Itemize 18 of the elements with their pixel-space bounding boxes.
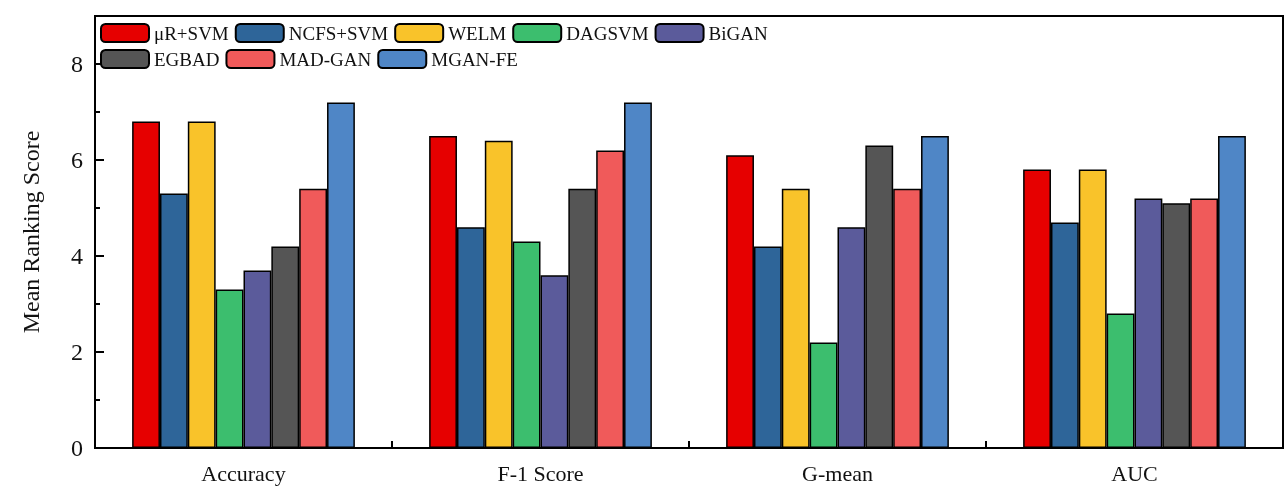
- legend-label: WELM: [448, 22, 507, 44]
- legend-label: DAGSVM: [566, 22, 649, 44]
- x-tick-label: F-1 Score: [497, 460, 584, 486]
- x-tick-label: G-mean: [802, 460, 873, 486]
- legend-label: MAD-GAN: [279, 48, 372, 70]
- x-tick-label: AUC: [1111, 460, 1158, 486]
- y-tick-label: 4: [71, 243, 83, 269]
- y-tick-label: 8: [71, 51, 83, 77]
- y-tick-label: 2: [71, 339, 83, 365]
- x-tick-label: Accuracy: [201, 460, 286, 486]
- legend-label: μR+SVM: [154, 22, 229, 44]
- legend-label: BiGAN: [708, 22, 768, 44]
- legend-label: NCFS+SVM: [288, 22, 389, 44]
- y-tick-label: 6: [71, 147, 83, 173]
- legend-label: EGBAD: [154, 48, 220, 70]
- y-axis-title: Mean Ranking Score: [18, 130, 44, 334]
- y-tick-label: 0: [71, 435, 83, 461]
- legend-label: MGAN-FE: [431, 48, 518, 70]
